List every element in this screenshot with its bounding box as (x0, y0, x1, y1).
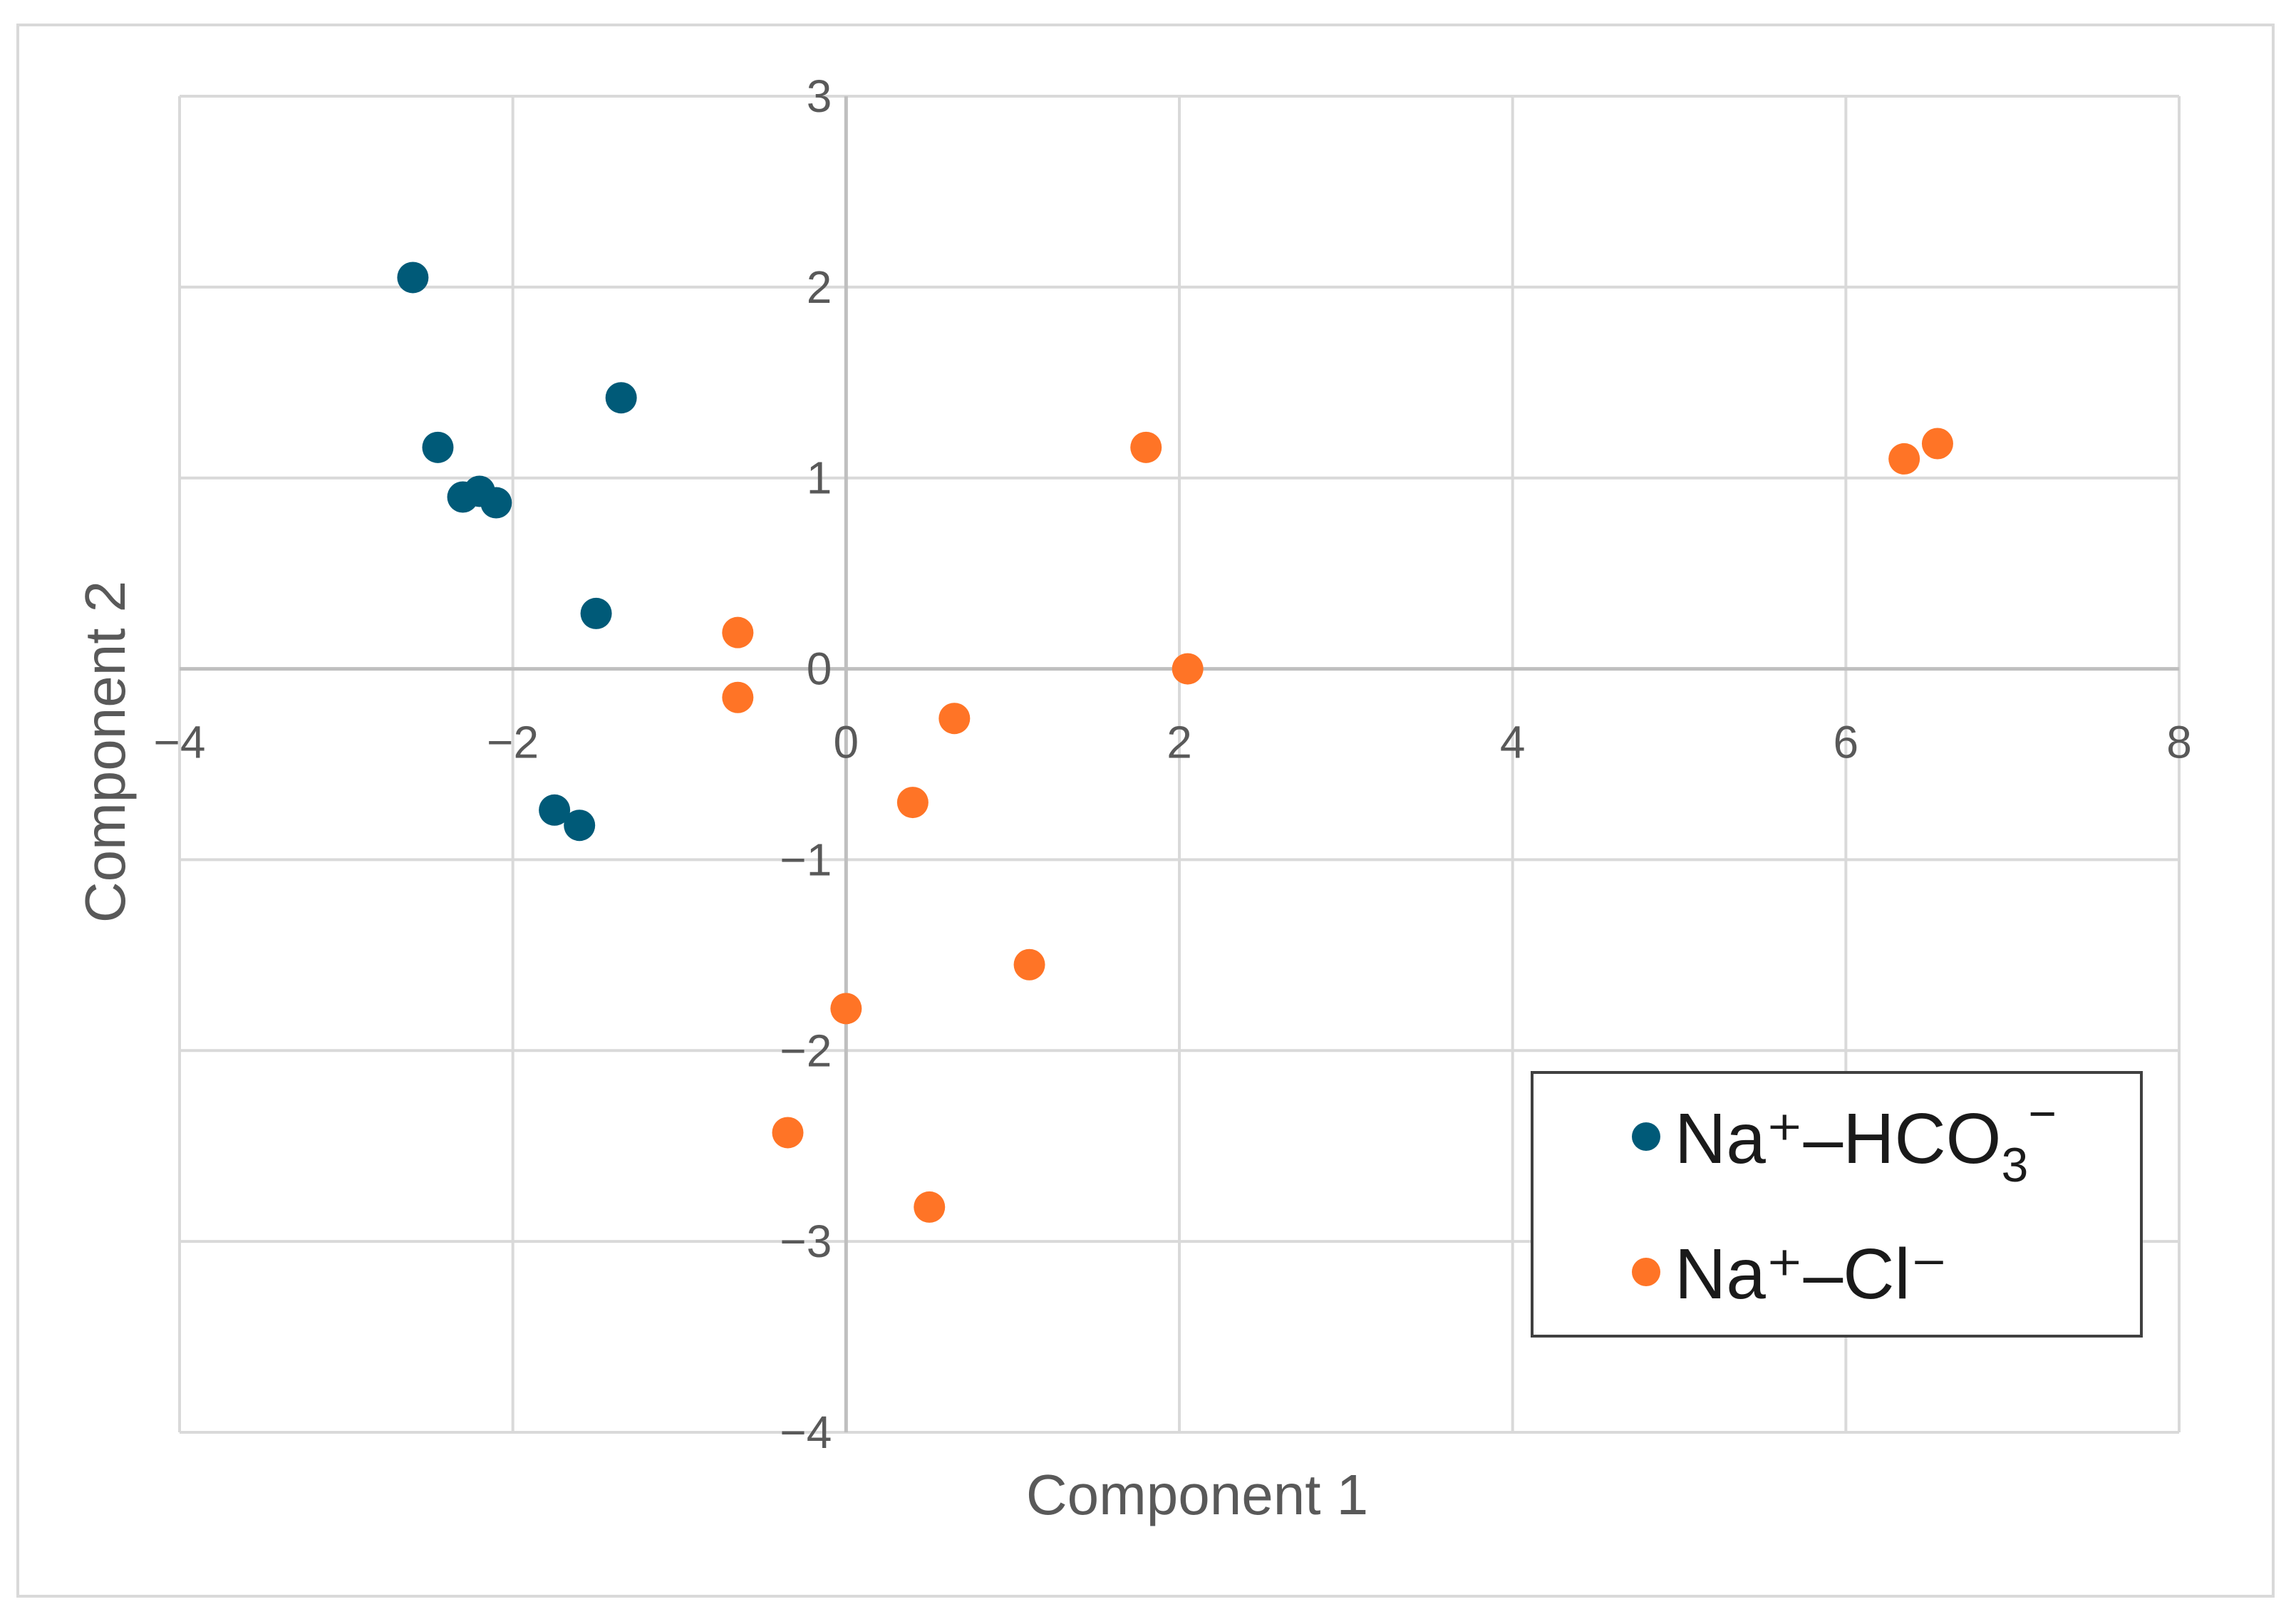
data-point-series-0 (580, 597, 612, 629)
x-tick-label: 0 (834, 717, 859, 768)
legend-label-hco3-sup: − (2028, 1087, 2057, 1141)
data-point-series-1 (914, 1191, 946, 1223)
data-point-series-1 (1013, 948, 1045, 981)
x-tick-label: −2 (487, 717, 539, 768)
y-tick-label: 1 (807, 452, 832, 504)
y-tick-label: −4 (780, 1407, 832, 1458)
data-point-series-1 (1172, 653, 1204, 685)
data-point-series-1 (772, 1117, 804, 1149)
x-axis-title: Component 1 (1026, 1463, 1368, 1526)
legend: Na⁺–HCO3− Na⁺–Cl⁻ (1531, 1071, 2143, 1338)
y-tick-label: −1 (780, 834, 832, 885)
legend-marker-hco3 (1632, 1122, 1660, 1151)
y-tick-label: 0 (807, 643, 832, 695)
data-point-series-0 (564, 810, 596, 842)
x-tick-label: 6 (1834, 717, 1859, 768)
y-tick-label: −2 (780, 1025, 832, 1076)
data-point-series-0 (605, 382, 637, 414)
data-point-series-0 (422, 431, 454, 463)
x-tick-label: 8 (2166, 717, 2192, 768)
x-tick-label: −4 (154, 717, 206, 768)
data-point-series-0 (480, 487, 512, 519)
legend-label-cl: Na⁺–Cl⁻ (1675, 1234, 1948, 1314)
data-point-series-0 (397, 262, 429, 294)
data-point-series-0 (539, 794, 571, 826)
x-tick-label: 2 (1167, 717, 1192, 768)
legend-marker-cl (1632, 1258, 1660, 1286)
y-tick-label: 3 (807, 71, 832, 122)
legend-box (1531, 1071, 2143, 1338)
data-points (397, 262, 1953, 1223)
data-point-series-1 (896, 787, 929, 819)
data-point-series-1 (1888, 443, 1920, 475)
x-tick-label: 4 (1500, 717, 1526, 768)
data-point-series-1 (1921, 428, 1953, 460)
y-axis-title: Component 2 (73, 581, 137, 923)
outer-border (16, 24, 2275, 1598)
data-point-series-1 (722, 616, 754, 648)
y-tick-label: 2 (807, 262, 832, 313)
legend-label-hco3-main: Na⁺–HCO (1675, 1099, 2001, 1179)
legend-label-hco3-sub: 3 (2001, 1138, 2028, 1192)
data-point-series-1 (830, 993, 862, 1025)
data-point-series-1 (1130, 431, 1162, 463)
y-tick-label: −3 (780, 1216, 832, 1267)
data-point-series-1 (938, 703, 971, 735)
data-point-series-1 (722, 681, 754, 713)
legend-label-hco3: Na⁺–HCO3− (1675, 1087, 2057, 1192)
